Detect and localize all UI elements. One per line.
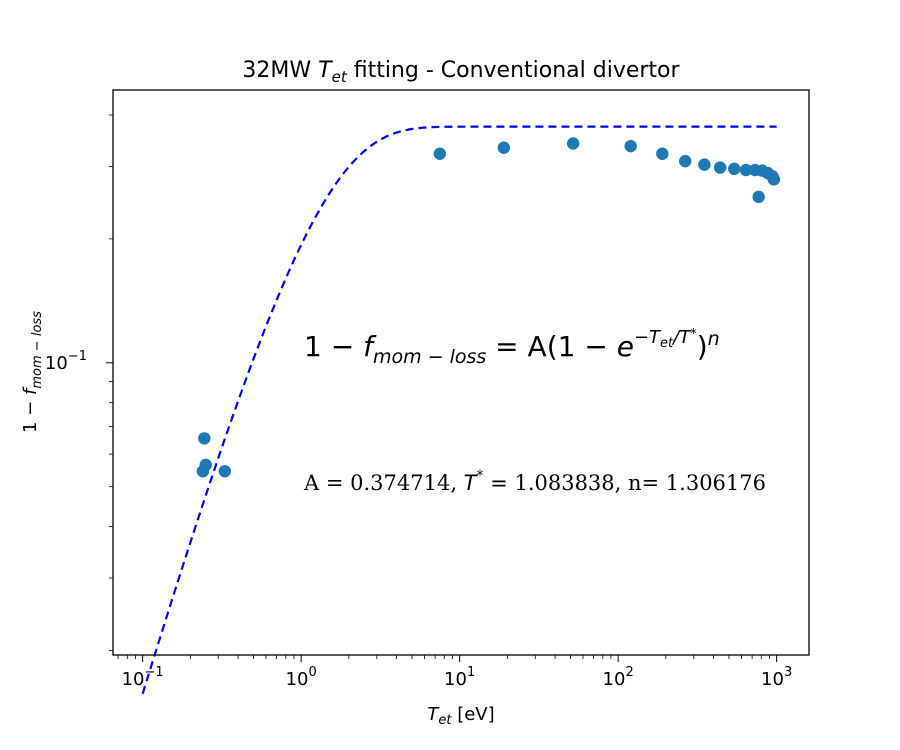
fit-equation-rhs-power: n — [708, 328, 720, 350]
data-point — [199, 458, 212, 472]
fit-equation-rhs-base: e — [617, 330, 634, 363]
y-axis-label-var: f — [20, 386, 41, 395]
fit-equation-rhs-close: ) — [697, 330, 708, 363]
axis-ticks: 10−1 100 101 102 103 10−1 — [45, 114, 792, 690]
chart-title-prefix: 32MW — [242, 58, 318, 83]
data-point — [624, 139, 637, 153]
data-point — [752, 190, 765, 204]
chart-title-var: T — [318, 58, 333, 83]
data-point — [497, 141, 511, 154]
fit-equation-rhs-exp-tail: /T — [671, 327, 692, 348]
data-point — [728, 162, 741, 176]
x-axis-label: Tet [eV] — [427, 704, 494, 728]
x-axis-label-sub: et — [438, 713, 452, 728]
y-axis-label-prefix: 1 − — [20, 395, 41, 433]
y-axis-label-sub: mom − loss — [30, 311, 45, 389]
fit-equation-lhs-sub: mom − loss — [373, 346, 486, 368]
data-points — [196, 137, 781, 478]
chart-title: 32MW Tet fitting - Conventional divertor — [242, 58, 680, 86]
fit-equation-rhs-prefix: = A(1 − — [486, 330, 616, 363]
plot-frame — [112, 89, 810, 656]
data-point — [656, 147, 669, 160]
data-point — [767, 173, 781, 186]
plot-background — [113, 90, 809, 655]
data-point — [566, 137, 580, 150]
fit-parameters-t-eq: = — [484, 471, 515, 495]
fit-equation-lhs-prefix: 1 − — [304, 330, 363, 363]
chart-title-suffix: fitting - Conventional divertor — [347, 58, 681, 83]
x-tick-label: 100 — [286, 665, 317, 690]
fit-curve — [141, 125, 777, 695]
x-axis-label-unit: [eV] — [451, 704, 494, 725]
fit-equation: 1 − fmom − loss = A(1 − e−Tet/T*)n — [304, 327, 720, 368]
fit-equation-rhs-exp-star: * — [690, 327, 697, 342]
fit-parameters: A = 0.374714, T* = 1.083838, n= 1.306176 — [303, 468, 766, 495]
data-point — [198, 432, 211, 445]
fit-parameters-values: 1.083838, n= 1.306176 — [514, 471, 766, 495]
data-point — [218, 465, 232, 478]
x-tick-label: 10−1 — [122, 665, 164, 690]
x-tick-label: 101 — [444, 665, 475, 690]
data-point — [433, 147, 447, 160]
x-axis-label-var: T — [427, 704, 440, 725]
fit-equation-rhs-exp-sub: et — [660, 336, 674, 351]
y-tick-label: 10−1 — [45, 349, 87, 374]
data-point — [698, 158, 711, 171]
x-tick-label: 103 — [761, 665, 792, 690]
data-point — [679, 154, 692, 168]
fit-parameters-a: A = 0.374714, — [303, 471, 464, 495]
chart-title-var-sub: et — [332, 68, 348, 86]
x-tick-label: 102 — [603, 665, 634, 690]
data-point — [713, 161, 727, 174]
y-axis-label: 1 − fmom − loss — [20, 311, 45, 433]
fit-parameters-t: T — [464, 471, 479, 495]
fit-parameters-t-star: * — [477, 468, 484, 484]
fit-equation-rhs-exp: −T — [634, 327, 662, 348]
data-point — [739, 163, 753, 177]
fit-curve-layer — [141, 125, 777, 695]
